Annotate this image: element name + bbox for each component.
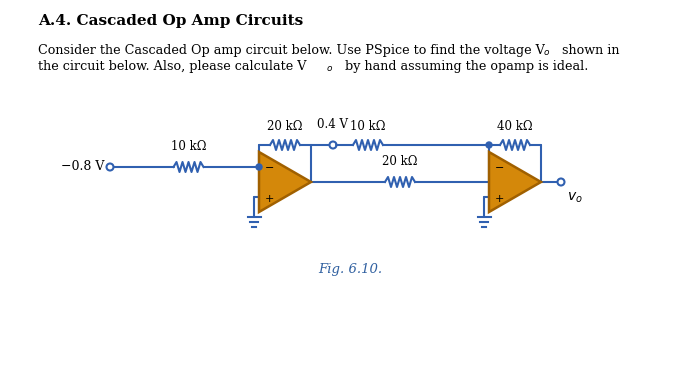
Text: 0.4 V: 0.4 V [318,118,349,131]
Text: 20 kΩ: 20 kΩ [267,120,302,133]
Text: $_o$: $_o$ [326,61,333,74]
Text: 10 kΩ: 10 kΩ [171,140,206,153]
Text: 10 kΩ: 10 kΩ [350,120,386,133]
Text: $+$: $+$ [494,192,504,204]
Text: $-$: $-$ [264,161,274,171]
Text: $+$: $+$ [264,192,274,204]
Text: Consider the Cascaded Op amp circuit below. Use PSpice to find the voltage V: Consider the Cascaded Op amp circuit bel… [38,44,545,57]
Text: by hand assuming the opamp is ideal.: by hand assuming the opamp is ideal. [341,60,589,73]
Text: Fig. 6.10.: Fig. 6.10. [318,264,382,277]
Circle shape [256,164,262,170]
Circle shape [486,142,492,148]
Text: $_o$: $_o$ [543,45,550,58]
Text: −0.8 V: −0.8 V [61,160,104,173]
Text: 20 kΩ: 20 kΩ [382,155,418,168]
Text: $v_o$: $v_o$ [567,191,582,205]
Text: 40 kΩ: 40 kΩ [497,120,533,133]
Polygon shape [489,152,541,212]
Text: shown in: shown in [558,44,620,57]
Text: the circuit below. Also, please calculate V: the circuit below. Also, please calculat… [38,60,307,73]
Text: A.4. Cascaded Op Amp Circuits: A.4. Cascaded Op Amp Circuits [38,14,303,28]
Text: $-$: $-$ [494,161,504,171]
Polygon shape [259,152,311,212]
